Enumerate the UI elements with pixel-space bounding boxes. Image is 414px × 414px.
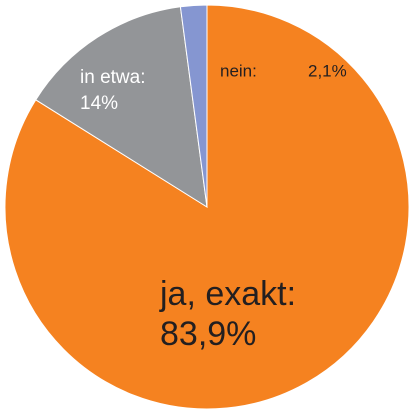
value-label: 83,9% (160, 315, 256, 353)
pie-slice (179, 4, 208, 208)
slice-label: ja, exakt: (159, 275, 296, 313)
slice-label: nein: (220, 61, 257, 80)
value-label: 2,1% (308, 61, 347, 80)
pie-slice (35, 6, 208, 208)
value-label: 14% (80, 93, 118, 114)
slice-label: in etwa: (80, 67, 145, 88)
